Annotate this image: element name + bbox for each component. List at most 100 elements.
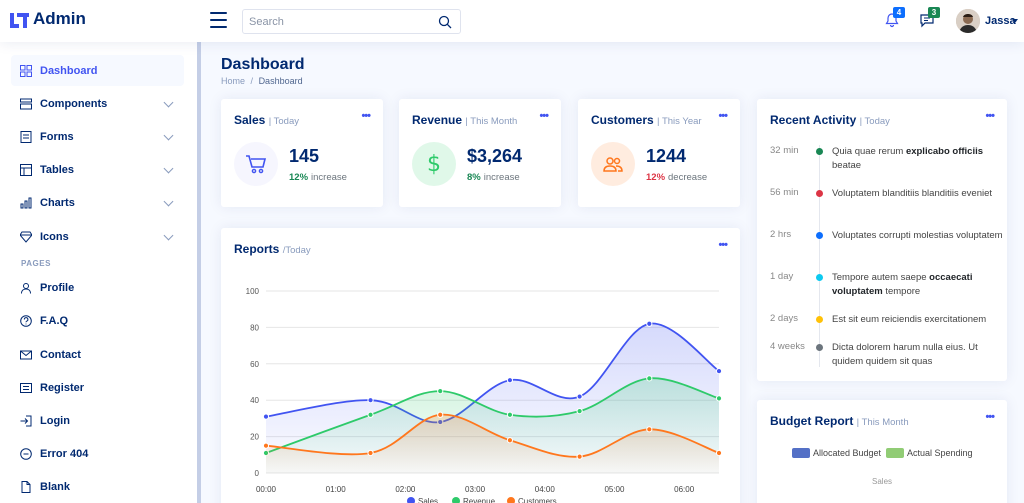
data-point: [367, 449, 374, 457]
chevron-down-icon[interactable]: [1012, 19, 1018, 23]
more-icon[interactable]: •••: [985, 411, 995, 423]
data-point: [715, 395, 723, 402]
sidebar-item-label: Components: [40, 97, 108, 110]
recent-activity-card: Recent Activity | Today •••: [757, 99, 1007, 381]
sidebar-item-icons[interactable]: Icons: [11, 221, 184, 252]
activity-text: Voluptatem blanditiis blanditiis eveniet: [832, 188, 993, 199]
login-icon: [20, 415, 32, 426]
sidebar-item-label: Charts: [40, 196, 75, 209]
breadcrumb-home[interactable]: Home: [221, 76, 246, 86]
activity-dot: [816, 190, 823, 197]
activity-dot: [816, 344, 823, 351]
search-bar: [242, 9, 461, 34]
sidebar-item-charts[interactable]: Charts: [11, 187, 184, 218]
legend-swatch: [886, 448, 904, 458]
journal-icon: [20, 130, 32, 143]
y-tick-label: 40: [250, 396, 259, 405]
legend-swatch: [792, 448, 810, 458]
sidebar-item-blank[interactable]: Blank: [11, 471, 184, 502]
activity-item: 56 min Voluptatem blanditiis blanditiis e…: [770, 187, 1000, 217]
sidebar-toggle-icon[interactable]: [210, 12, 227, 28]
more-icon[interactable]: •••: [361, 110, 371, 122]
sidebar-heading-pages: PAGES: [21, 259, 51, 268]
sidebar-item-label: Tables: [40, 163, 75, 176]
activity-text: Est sit eum reiciendis exercitationem: [832, 314, 987, 325]
customers-value: 1244: [646, 146, 687, 166]
sidebar-item-register[interactable]: Register: [11, 372, 184, 403]
sidebar-item-label: Contact: [40, 348, 81, 361]
reports-chart: 0 20 40 60 80 100 00:00 01:00 02:00 03:00 04:00 05:…: [246, 287, 723, 503]
activity-item: 2 days Est sit eum reiciendis exercitatio…: [770, 313, 1000, 343]
chevron-down-icon: [163, 196, 174, 207]
grid-icon: [20, 64, 32, 77]
chevron-down-icon: [163, 163, 174, 174]
more-icon[interactable]: •••: [985, 110, 995, 122]
avatar[interactable]: [956, 9, 980, 33]
series-area-customers: [266, 414, 719, 473]
data-point: [367, 411, 374, 418]
data-point: [262, 442, 270, 449]
search-input[interactable]: [243, 10, 423, 33]
activity-item: 4 weeks Dicta dolorem harum nulla eius. U…: [770, 341, 1000, 371]
legend-label: Revenue: [463, 497, 496, 503]
notifications-button[interactable]: 4: [884, 7, 905, 30]
data-point: [506, 377, 514, 384]
activity-time: 2 hrs: [770, 229, 792, 240]
dash-circle-icon: [20, 447, 32, 460]
sidebar-item-contact[interactable]: Contact: [11, 339, 184, 370]
sidebar-item-tables[interactable]: Tables: [11, 154, 184, 185]
search-icon[interactable]: [438, 15, 452, 29]
sidebar-item-faq[interactable]: F.A.Q: [11, 305, 184, 336]
revenue-value: $3,264: [467, 146, 523, 166]
x-tick-label: 00:00: [256, 485, 277, 494]
sidebar-item-dashboard[interactable]: Dashboard: [11, 55, 184, 86]
envelope-icon: [20, 350, 32, 359]
legend-marker: [507, 497, 515, 503]
layout-icon: [20, 163, 32, 176]
card-title: Sales | Today: [234, 113, 299, 127]
sales-card: Sales | Today ••• 145 12% increase: [221, 99, 383, 207]
y-tick-label: 80: [250, 323, 259, 332]
sidebar-item-login[interactable]: Login: [11, 405, 184, 436]
sidebar-item-label: Forms: [40, 130, 74, 143]
sidebar-scrollbar[interactable]: [197, 42, 201, 503]
legend-label: Customers: [518, 497, 557, 503]
data-point: [506, 411, 514, 418]
sidebar: [0, 42, 198, 503]
messages-button[interactable]: 3: [919, 7, 940, 30]
sales-change: 12% increase: [289, 172, 347, 183]
sidebar-item-profile[interactable]: Profile: [11, 272, 184, 303]
more-icon[interactable]: •••: [539, 110, 549, 122]
legend-actual-spending[interactable]: Actual Spending: [886, 448, 973, 458]
activity-time: 1 day: [770, 271, 794, 282]
chevron-down-icon: [163, 130, 174, 141]
logo[interactable]: Admin: [10, 9, 86, 29]
sidebar-item-components[interactable]: Components: [11, 88, 184, 119]
revenue-change: 8% increase: [467, 172, 520, 183]
activity-dot: [816, 274, 823, 281]
sidebar-item-error-404[interactable]: Error 404: [11, 438, 184, 469]
more-icon[interactable]: •••: [718, 239, 728, 251]
card-title: Recent Activity | Today: [770, 113, 890, 127]
card-title: Budget Report | This Month: [770, 414, 909, 428]
sidebar-item-forms[interactable]: Forms: [11, 121, 184, 152]
data-point: [437, 388, 444, 395]
data-point: [576, 453, 583, 460]
activity-item: 1 day Tempore autem saepe occaecati volup…: [770, 271, 1000, 301]
sidebar-item-label: Login: [40, 414, 70, 427]
more-icon[interactable]: •••: [718, 110, 728, 122]
x-tick-label: 01:00: [326, 485, 347, 494]
logo-icon: [10, 10, 29, 29]
page-title: Dashboard: [221, 56, 305, 73]
card-title: Customers | This Year: [591, 113, 702, 127]
gem-icon: [20, 231, 32, 243]
legend-marker: [452, 497, 460, 503]
activity-time: 4 weeks: [770, 341, 805, 352]
top-header: Admin 4 3 Jassa: [0, 0, 1024, 42]
budget-report-card: Budget Report | This Month ••• Allocated…: [757, 400, 1007, 503]
user-name[interactable]: Jassa: [985, 15, 1016, 27]
card-title: Reports /Today: [234, 242, 311, 256]
people-icon: [591, 142, 635, 186]
legend-allocated-budget[interactable]: Allocated Budget: [792, 448, 881, 458]
data-point: [437, 411, 444, 418]
